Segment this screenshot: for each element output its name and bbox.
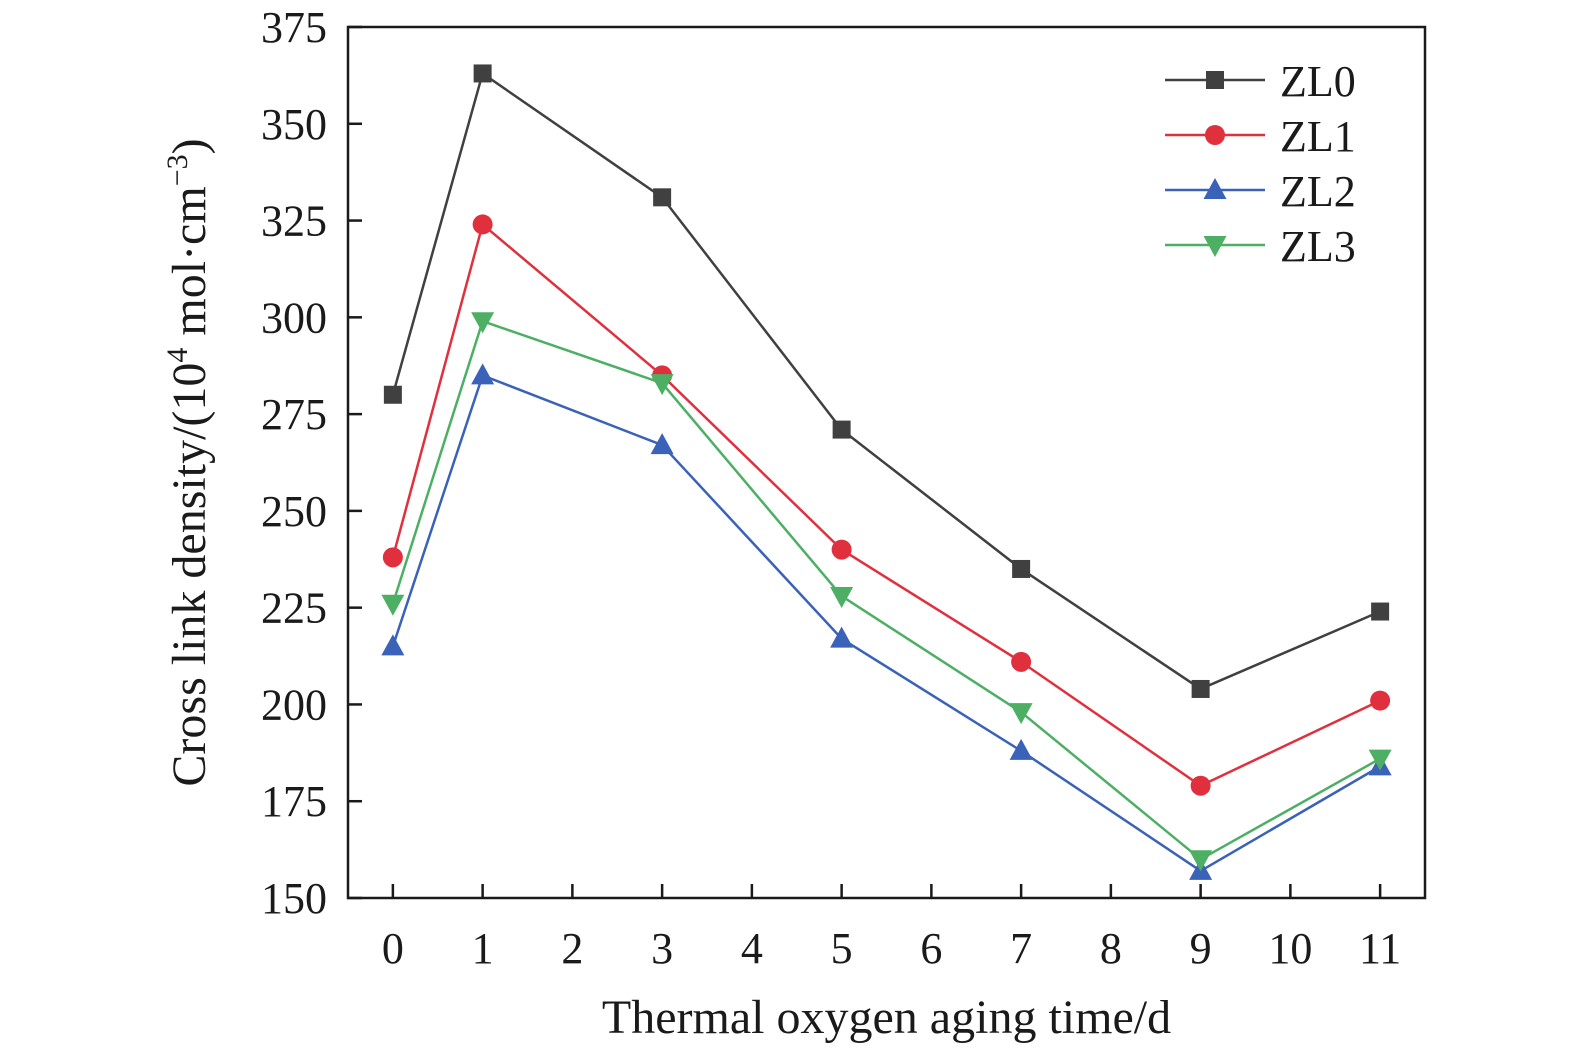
data-point xyxy=(1009,703,1033,725)
x-tick-label: 11 xyxy=(1359,924,1401,973)
x-tick-label: 7 xyxy=(1010,924,1032,973)
y-tick-label: 225 xyxy=(261,584,327,633)
legend: ZL0 ZL1 ZL2 ZL3 xyxy=(1165,57,1356,271)
series-line xyxy=(391,72,1381,691)
y-tick-label: 200 xyxy=(261,680,327,729)
data-point xyxy=(1190,775,1211,796)
x-tick-label: 10 xyxy=(1268,924,1312,973)
data-point xyxy=(650,433,674,455)
data-point xyxy=(832,420,851,439)
y-tick-labels: 150 175 200 225 250 275 300 325 350 375 xyxy=(261,3,327,923)
y-axis-title-prefix: Cross link density/(10 xyxy=(163,363,216,787)
data-point xyxy=(831,539,852,560)
series-zl3 xyxy=(381,312,1392,872)
x-tick-label: 1 xyxy=(472,924,494,973)
legend-item-zl2: ZL2 xyxy=(1165,167,1356,216)
data-point xyxy=(830,626,854,648)
y-tick-label: 350 xyxy=(261,100,327,149)
axis-ticks xyxy=(348,25,1382,900)
y-tick-label: 275 xyxy=(261,390,327,439)
legend-item-zl3: ZL3 xyxy=(1165,222,1356,271)
x-tick-label: 4 xyxy=(741,924,763,973)
y-tick-label: 250 xyxy=(261,487,327,536)
data-point xyxy=(1012,559,1031,578)
y-tick-label: 375 xyxy=(261,3,327,52)
y-tick-label: 325 xyxy=(261,197,327,246)
series-layer xyxy=(381,64,1392,880)
y-axis-title-unit: mol·cm xyxy=(163,186,216,347)
legend-label: ZL2 xyxy=(1280,167,1356,216)
x-tick-label: 3 xyxy=(651,924,673,973)
x-tick-label: 5 xyxy=(831,924,853,973)
y-axis-title-exponent-2: −3 xyxy=(161,154,194,186)
series-zl0 xyxy=(383,64,1390,698)
plot-frame xyxy=(346,25,1427,900)
x-tick-label: 2 xyxy=(561,924,583,973)
data-point xyxy=(382,547,403,568)
legend-label: ZL0 xyxy=(1280,57,1356,106)
x-tick-label: 9 xyxy=(1190,924,1212,973)
x-tick-label: 6 xyxy=(920,924,942,973)
y-axis-title: Cross link density/(104 mol·cm−3) xyxy=(161,138,216,786)
legend-marker xyxy=(1206,71,1224,89)
series-line xyxy=(391,319,1381,861)
legend-item-zl0: ZL0 xyxy=(1165,57,1356,106)
data-point xyxy=(1011,651,1032,672)
series-zl1 xyxy=(382,214,1391,796)
legend-marker xyxy=(1205,125,1225,145)
data-point xyxy=(381,594,405,616)
data-point xyxy=(472,214,493,235)
legend-label: ZL1 xyxy=(1280,112,1356,161)
x-tick-labels: 0 1 2 3 4 5 6 7 8 9 10 11 xyxy=(382,924,1401,973)
legend-item-zl1: ZL1 xyxy=(1165,112,1356,161)
data-point xyxy=(830,587,854,609)
data-point xyxy=(1368,749,1392,771)
y-tick-label: 175 xyxy=(261,777,327,826)
data-point xyxy=(1009,738,1033,760)
data-point xyxy=(1189,850,1213,872)
y-axis-title-suffix: ) xyxy=(163,138,216,154)
y-tick-label: 300 xyxy=(261,293,327,342)
x-tick-label: 0 xyxy=(382,924,404,973)
data-point xyxy=(471,312,495,334)
data-point xyxy=(383,385,402,404)
data-point xyxy=(471,363,495,385)
series-line xyxy=(391,223,1381,787)
y-axis-title-exponent: 4 xyxy=(161,348,194,363)
legend-marker xyxy=(1203,178,1227,199)
data-point xyxy=(473,64,492,83)
legend-label: ZL3 xyxy=(1280,222,1356,271)
data-point xyxy=(650,374,674,396)
data-point xyxy=(1370,690,1391,711)
data-point xyxy=(381,634,405,656)
series-zl2 xyxy=(381,363,1392,880)
x-axis-title: Thermal oxygen aging time/d xyxy=(602,991,1171,1044)
y-tick-label: 150 xyxy=(261,874,327,923)
legend-marker xyxy=(1203,236,1227,257)
series-line xyxy=(391,374,1381,873)
data-point xyxy=(653,188,672,207)
data-point xyxy=(1191,679,1210,698)
data-point xyxy=(1371,602,1390,621)
x-tick-label: 8 xyxy=(1100,924,1122,973)
